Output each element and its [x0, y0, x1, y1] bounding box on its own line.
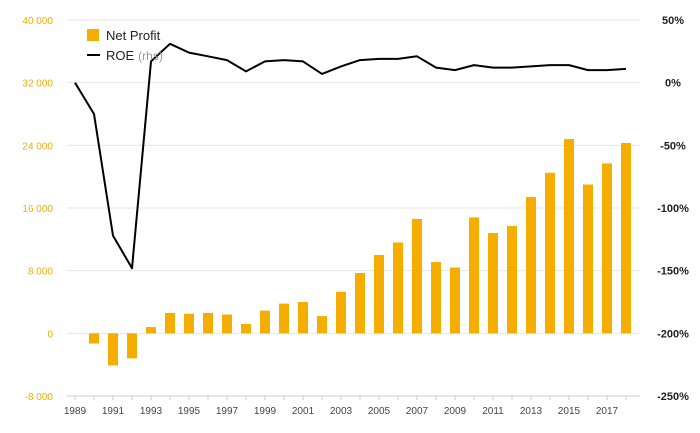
- bar-net-profit-2006: [393, 242, 403, 334]
- x-tick-label: 2009: [444, 406, 467, 417]
- bar-series: [89, 139, 631, 366]
- bar-net-profit-1990: [89, 333, 99, 344]
- x-tick-label: 2017: [596, 406, 619, 417]
- x-tick-label: 1995: [178, 406, 201, 417]
- line-series: [74, 42, 627, 270]
- bar-net-profit-2014: [545, 172, 555, 334]
- bar-net-profit-2009: [450, 267, 460, 334]
- x-tick-label: 2013: [520, 406, 543, 417]
- x-axis-ticks: 1989 1991 1993 1995 1997 1999 2001 2003 2005 2007…: [64, 396, 627, 417]
- legend-swatch-net-profit: [87, 29, 99, 41]
- x-tick-label: 2003: [330, 406, 353, 417]
- y-left-tick-label: 32 000: [22, 79, 53, 90]
- bar-net-profit-2007: [412, 218, 422, 334]
- y-right-tick-label: -150%: [657, 266, 689, 278]
- gridlines: [67, 19, 640, 334]
- bar-net-profit-2016: [583, 184, 593, 334]
- bar-net-profit-1993: [146, 327, 156, 334]
- bar-net-profit-2003: [336, 291, 346, 334]
- x-tick-label: 1993: [140, 406, 163, 417]
- y-right-tick-label: -250%: [657, 391, 689, 403]
- y-left-tick-label: 24 000: [22, 141, 53, 152]
- bar-net-profit-2013: [526, 197, 536, 334]
- legend-label-net-profit: Net Profit: [106, 28, 161, 43]
- y-left-tick-label: 0: [47, 329, 53, 340]
- bar-net-profit-1996: [203, 312, 213, 334]
- bar-net-profit-2012: [507, 226, 517, 334]
- x-tick-label: 1991: [102, 406, 125, 417]
- bar-net-profit-2010: [469, 217, 479, 334]
- bar-net-profit-2008: [431, 262, 441, 334]
- bar-net-profit-1998: [241, 323, 251, 334]
- bar-net-profit-2018: [621, 142, 631, 334]
- right-axis-ticks: 50% 0% -50% -100% -150% -200% -250%: [657, 15, 689, 403]
- bar-net-profit-2001: [298, 302, 308, 334]
- x-tick-label: 2007: [406, 406, 429, 417]
- legend-label-roe-suffix: (rhs): [138, 49, 163, 63]
- bar-net-profit-2015: [564, 139, 574, 334]
- bar-net-profit-1991: [108, 333, 118, 366]
- y-right-tick-label: 0%: [665, 78, 681, 90]
- legend-label-roe-name: ROE: [106, 48, 135, 63]
- bar-net-profit-2011: [488, 233, 498, 334]
- x-tick-label: 1999: [254, 406, 277, 417]
- x-tick-label: 2001: [292, 406, 315, 417]
- y-right-tick-label: -200%: [657, 328, 689, 340]
- x-tick-label: 1997: [216, 406, 239, 417]
- bar-net-profit-2017: [602, 163, 612, 334]
- x-tick-label: 2015: [558, 406, 581, 417]
- y-right-tick-label: 50%: [662, 15, 684, 27]
- bar-net-profit-2000: [279, 303, 289, 334]
- y-right-tick-label: -50%: [660, 140, 686, 152]
- bar-net-profit-1995: [184, 313, 194, 334]
- x-tick-label: 1989: [64, 406, 87, 417]
- bar-net-profit-1999: [260, 310, 270, 334]
- bar-net-profit-2004: [355, 273, 365, 334]
- x-tick-label: 2005: [368, 406, 391, 417]
- line-roe: [74, 42, 627, 270]
- y-left-tick-label: -8 000: [25, 392, 54, 403]
- bar-net-profit-2005: [374, 255, 384, 334]
- y-left-tick-label: 16 000: [22, 204, 53, 215]
- legend-label-roe: ROE (rhs): [106, 48, 163, 63]
- y-left-tick-label: 8 000: [28, 267, 53, 278]
- legend: Net Profit ROE (rhs): [87, 28, 163, 63]
- bar-net-profit-1997: [222, 314, 232, 334]
- bar-net-profit-1992: [127, 333, 137, 359]
- y-right-tick-label: -100%: [657, 203, 689, 215]
- bar-net-profit-1994: [165, 312, 175, 334]
- left-axis-ticks: 40 000 32 000 24 000 16 000 8 000 0 -8 000: [22, 16, 53, 403]
- x-tick-label: 2011: [482, 406, 504, 417]
- bar-net-profit-2002: [317, 316, 327, 334]
- y-left-tick-label: 40 000: [22, 16, 53, 27]
